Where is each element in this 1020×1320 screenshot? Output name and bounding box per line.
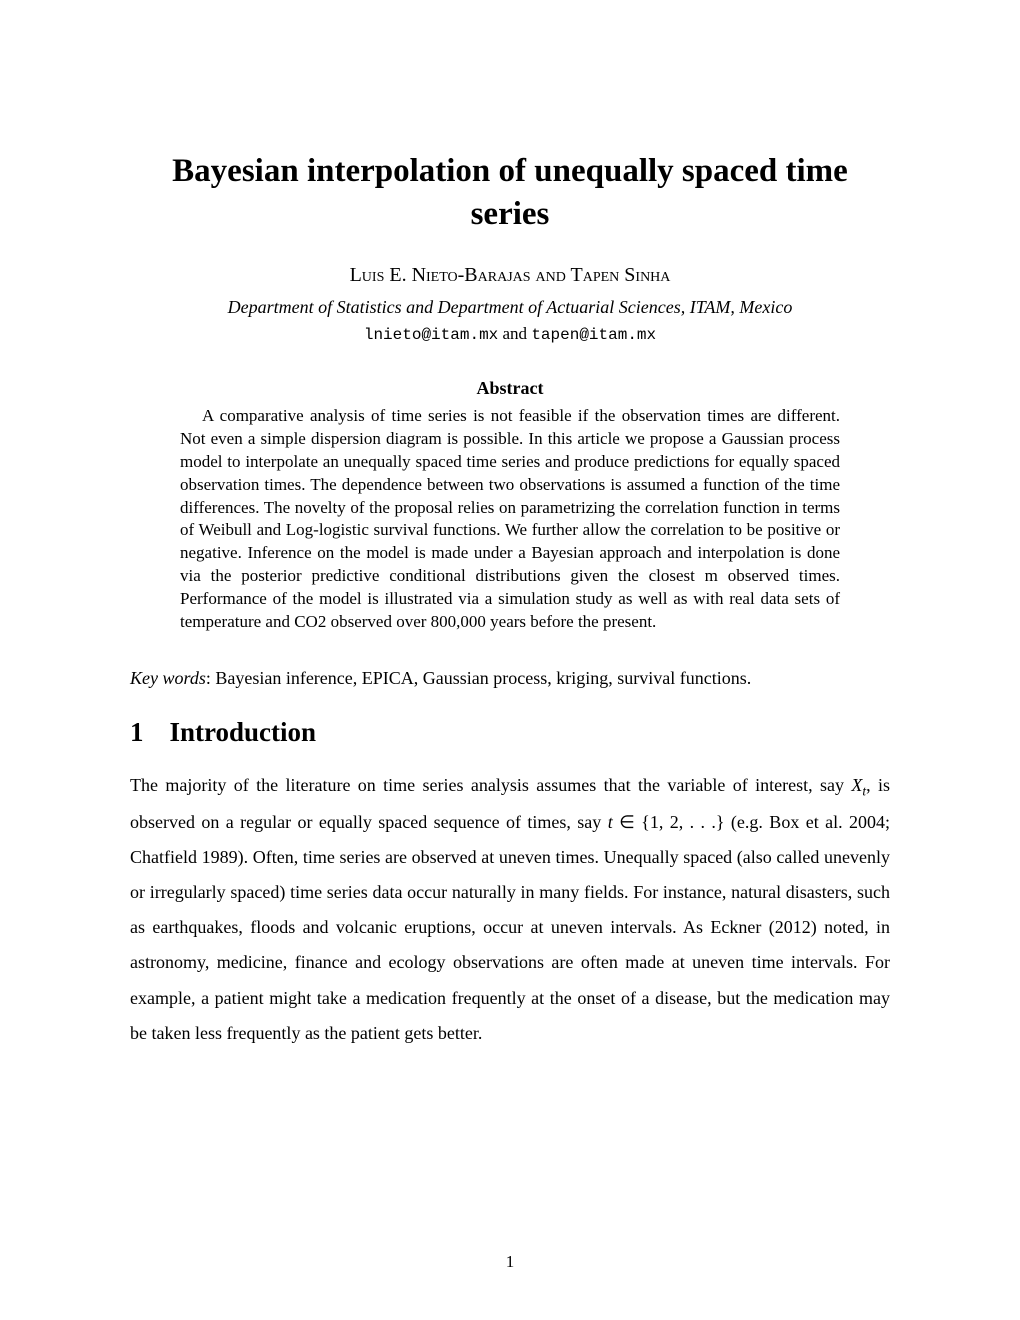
abstract-heading: Abstract	[130, 378, 890, 399]
emails: lnieto@itam.mx and tapen@itam.mx	[130, 324, 890, 344]
body-text-c: ∈ {1, 2, . . .} (e.g. Box et al. 2004; C…	[130, 812, 890, 1043]
authors: Luis E. Nieto-Barajas and Tapen Sinha	[130, 264, 890, 287]
affiliation: Department of Statistics and Department …	[130, 297, 890, 318]
section-heading: 1 Introduction	[130, 717, 890, 748]
section-number: 1	[130, 717, 144, 748]
abstract-body: A comparative analysis of time series is…	[180, 405, 840, 634]
email-2: tapen@itam.mx	[531, 326, 656, 344]
paper-title: Bayesian interpolation of unequally spac…	[130, 150, 890, 236]
keywords-label: Key words	[130, 668, 206, 688]
keywords: Key words: Bayesian inference, EPICA, Ga…	[130, 668, 890, 689]
math-var-X: X	[851, 775, 862, 795]
section-title: Introduction	[170, 717, 317, 747]
email-and: and	[498, 324, 531, 343]
body-paragraph: The majority of the literature on time s…	[130, 768, 890, 1051]
keywords-text: : Bayesian inference, EPICA, Gaussian pr…	[206, 668, 751, 688]
page-number: 1	[0, 1252, 1020, 1272]
body-text-a: The majority of the literature on time s…	[130, 775, 851, 795]
email-1: lnieto@itam.mx	[364, 326, 498, 344]
